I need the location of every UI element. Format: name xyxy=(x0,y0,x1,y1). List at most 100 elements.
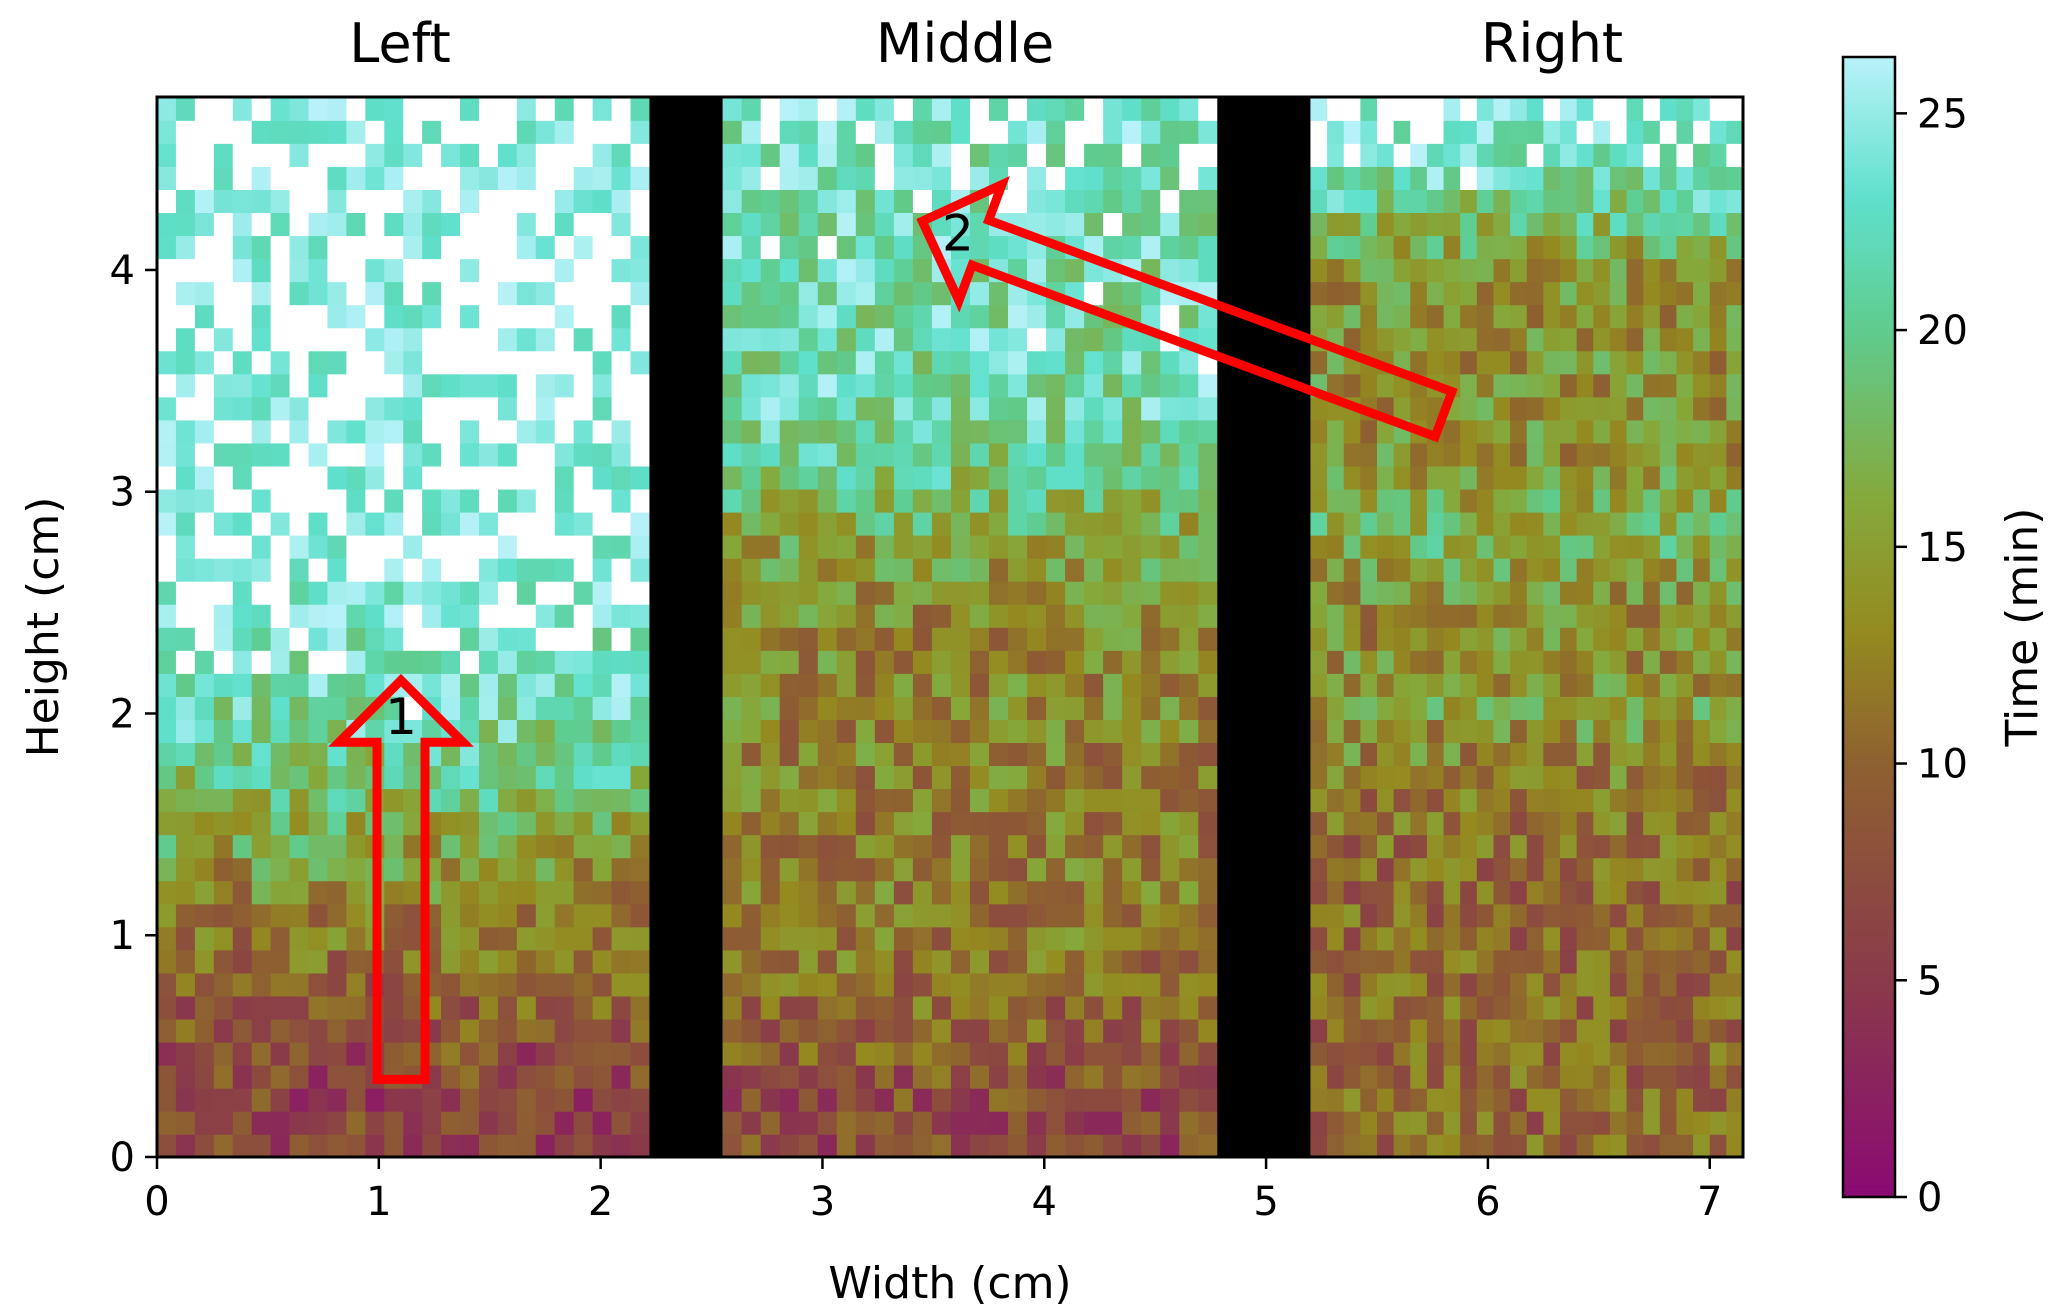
heatmap-cell xyxy=(630,511,651,536)
heatmap-cell xyxy=(1410,534,1428,559)
heatmap-cell xyxy=(1122,788,1142,813)
heatmap-cell xyxy=(1084,557,1104,582)
heatmap-cell xyxy=(1560,811,1578,836)
heatmap-cell xyxy=(535,742,556,767)
heatmap-cell xyxy=(497,1041,518,1066)
heatmap-cell xyxy=(611,258,632,283)
heatmap-cell xyxy=(1360,557,1378,582)
heatmap-cell xyxy=(630,1041,651,1066)
heatmap-cell xyxy=(535,97,556,121)
heatmap-cell xyxy=(213,580,234,605)
heatmap-cell xyxy=(1327,857,1345,882)
heatmap-cell xyxy=(1626,1087,1644,1112)
heatmap-cell xyxy=(1008,327,1028,352)
heatmap-cell xyxy=(931,534,952,559)
heatmap-cell xyxy=(874,1087,895,1112)
heatmap-cell xyxy=(1709,673,1728,697)
heatmap-cell xyxy=(1460,511,1478,536)
heatmap-cell xyxy=(1327,1133,1345,1157)
heatmap-cell xyxy=(308,304,329,329)
heatmap-cell xyxy=(874,189,895,214)
heatmap-cell xyxy=(836,650,857,674)
heatmap-cell xyxy=(289,765,310,790)
heatmap-cell xyxy=(1576,97,1595,121)
heatmap-cell xyxy=(1493,650,1511,674)
heatmap-cell xyxy=(270,97,291,121)
heatmap-cell xyxy=(1593,465,1611,490)
heatmap-cell xyxy=(741,857,762,882)
heatmap-cell xyxy=(1676,350,1694,375)
heatmap-cell xyxy=(630,488,651,513)
heatmap-cell xyxy=(194,834,215,859)
heatmap-cell xyxy=(1198,903,1219,928)
heatmap-cell xyxy=(1676,442,1694,467)
heatmap-cell xyxy=(1122,534,1142,559)
heatmap-cell xyxy=(270,880,291,905)
heatmap-cell xyxy=(157,811,177,836)
heatmap-cell xyxy=(384,235,405,260)
heatmap-cell xyxy=(760,97,781,121)
heatmap-cell xyxy=(855,373,876,398)
heatmap-cell xyxy=(1426,857,1445,882)
heatmap-cell xyxy=(1659,557,1678,582)
heatmap-cell xyxy=(1008,120,1028,144)
heatmap-cell xyxy=(270,281,291,306)
heatmap-cell xyxy=(384,373,405,398)
heatmap-cell xyxy=(1676,488,1694,513)
heatmap-cell xyxy=(1426,557,1445,582)
heatmap-cell xyxy=(1460,580,1478,605)
heatmap-cell xyxy=(1122,373,1142,398)
heatmap-cell xyxy=(1179,673,1200,697)
heatmap-cell xyxy=(611,396,632,421)
heatmap-cell xyxy=(346,557,367,582)
heatmap-cell xyxy=(760,304,781,329)
heatmap-cell xyxy=(460,465,480,490)
heatmap-cell xyxy=(817,972,838,997)
heatmap-cell xyxy=(460,880,480,905)
heatmap-cell xyxy=(1084,811,1104,836)
heatmap-cell xyxy=(194,304,215,329)
heatmap-cell xyxy=(1726,788,1743,813)
heatmap-cell xyxy=(1676,1133,1694,1157)
heatmap-cell xyxy=(441,1087,461,1112)
heatmap-cell xyxy=(1027,972,1047,997)
heatmap-cell xyxy=(1141,857,1162,882)
heatmap-cell xyxy=(270,442,291,467)
heatmap-cell xyxy=(1377,1087,1395,1112)
heatmap-cell xyxy=(836,719,857,744)
heatmap-cell xyxy=(1609,1110,1628,1135)
heatmap-cell xyxy=(213,120,234,144)
heatmap-cell xyxy=(760,511,781,536)
heatmap-cell xyxy=(855,673,876,697)
heatmap-cell xyxy=(1393,281,1412,306)
heatmap-cell xyxy=(1593,534,1611,559)
heatmap-cell xyxy=(194,1087,215,1112)
heatmap-cell xyxy=(1343,120,1362,144)
heatmap-cell xyxy=(1103,880,1123,905)
heatmap-cell xyxy=(535,995,556,1020)
heatmap-cell xyxy=(573,972,594,997)
heatmap-cell xyxy=(573,765,594,790)
heatmap-cell xyxy=(630,972,651,997)
heatmap-cell xyxy=(460,1087,480,1112)
heatmap-cell xyxy=(1709,880,1728,905)
heatmap-cell xyxy=(365,719,386,744)
heatmap-cell xyxy=(1027,857,1047,882)
heatmap-cell xyxy=(213,419,234,444)
heatmap-cell xyxy=(497,926,518,951)
heatmap-cell xyxy=(1310,1087,1328,1112)
heatmap-cell xyxy=(1443,949,1461,974)
heatmap-cell xyxy=(1377,650,1395,674)
heatmap-cell xyxy=(1084,166,1104,190)
heatmap-cell xyxy=(441,442,461,467)
heatmap-cell xyxy=(1065,350,1085,375)
heatmap-cell xyxy=(497,580,518,605)
heatmap-cell xyxy=(722,926,743,951)
heatmap-cell xyxy=(1460,442,1478,467)
heatmap-cell xyxy=(1122,511,1142,536)
heatmap-cell xyxy=(1310,903,1328,928)
heatmap-cell xyxy=(1609,650,1628,674)
heatmap-cell xyxy=(988,995,1009,1020)
heatmap-cell xyxy=(988,650,1009,674)
heatmap-cell xyxy=(1393,304,1412,329)
